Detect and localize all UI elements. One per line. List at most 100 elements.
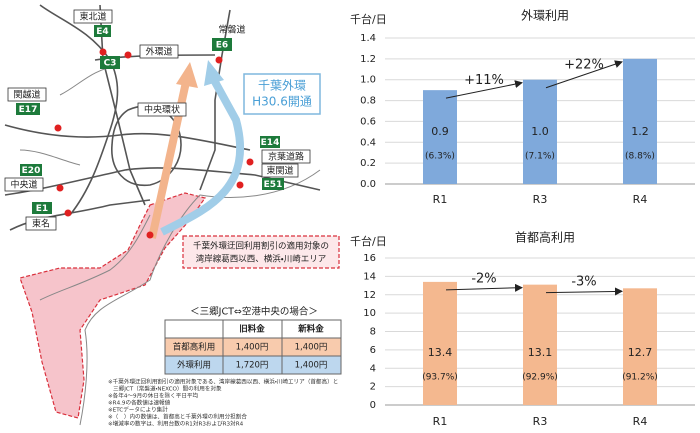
bar <box>523 79 557 184</box>
value-label: 13.4 <box>428 346 453 359</box>
callout-box <box>243 73 321 115</box>
y-tick-label: 0.0 <box>360 179 376 190</box>
bar <box>523 284 557 405</box>
y-tick-label: 0.2 <box>360 158 376 169</box>
y-tick-label: 1.2 <box>360 54 376 65</box>
road-name: 東名 <box>32 218 50 230</box>
junction <box>99 48 107 56</box>
bar <box>423 90 457 184</box>
road-name: 中央道 <box>10 179 37 191</box>
table-cell: 1,400円 <box>236 343 269 353</box>
change-label: +11% <box>464 73 504 88</box>
road-name: 常磐道 <box>218 24 245 36</box>
x-tick-label: R4 <box>633 415 648 428</box>
y-tick-label: 1.4 <box>360 33 376 44</box>
fare-table: ＜三郷JCT⇔空港中央の場合＞ 旧料金 新料金 首都高利用 1,400円 1,4… <box>164 306 342 375</box>
road-name: 外環道 <box>145 46 172 58</box>
value-label: 1.2 <box>631 125 649 138</box>
label-box <box>261 149 311 164</box>
chart-title: 首都高利用 <box>515 231 575 245</box>
bar <box>623 288 657 405</box>
route-number: E51 <box>264 180 283 190</box>
trend-arrow <box>545 60 623 89</box>
value-label: 13.1 <box>528 346 553 359</box>
junction <box>124 51 132 59</box>
note: ※増減率の数字は、利用台数のR1対R3およびR3対R4 <box>108 420 244 428</box>
route-number: E1 <box>36 204 48 214</box>
bar <box>423 281 457 405</box>
share-label: (91.2%) <box>622 373 658 383</box>
junction <box>64 209 72 217</box>
note: ※千葉外環迂回利用割引の適用対象である、湾岸線葛西以西、横浜・川崎エリア（首都高… <box>108 378 338 386</box>
junction <box>246 158 254 166</box>
route-number: E14 <box>261 138 280 148</box>
junction <box>215 56 223 64</box>
junction <box>236 181 244 189</box>
table-header: 旧料金 <box>239 324 265 335</box>
route-number: E17 <box>19 105 38 115</box>
share-label: (8.8%) <box>625 152 655 162</box>
arrow-head <box>204 60 224 86</box>
change-label: -2% <box>471 271 496 286</box>
arrow-head <box>176 62 198 88</box>
label-box <box>25 216 57 231</box>
label-box <box>137 102 187 117</box>
note: ※ETCデータにより集計 <box>108 406 168 414</box>
route-badge <box>260 136 280 148</box>
table-cell: 1,400円 <box>295 343 328 353</box>
road-name: 東北道 <box>79 11 106 23</box>
junction <box>56 184 64 192</box>
note: ※（ ）内の数値は、首都高と千葉外環の利用分担割合 <box>108 413 247 421</box>
table-title: ＜三郷JCT⇔空港中央の場合＞ <box>190 306 318 318</box>
junctions <box>54 48 254 239</box>
route-badge <box>20 164 42 176</box>
y-tick-label: 0 <box>370 400 376 411</box>
chart-title: 外環利用 <box>521 9 569 23</box>
trend-arrow <box>445 80 523 99</box>
x-tick-label: R3 <box>533 193 548 206</box>
share-label: (93.7%) <box>422 373 458 383</box>
route-badge <box>100 56 120 69</box>
value-label: 0.9 <box>431 125 449 138</box>
route-badge <box>212 38 232 51</box>
route-number: C3 <box>104 59 117 69</box>
y-tick-label: 8 <box>370 327 376 338</box>
map: 東北道 E4 常磐道 E6 外環道 C3 関越道 E17 中央環状 千葉外環 H… <box>4 4 340 426</box>
label-box <box>73 9 113 24</box>
road <box>4 124 251 151</box>
label-box <box>261 163 299 178</box>
y-tick-label: 16 <box>363 253 376 264</box>
road <box>9 199 151 231</box>
value-label: 1.0 <box>531 125 549 138</box>
road-name: 関越道 <box>13 89 40 101</box>
area-callout-text: 千葉外環迂回利用割引の適用対象の <box>193 241 329 252</box>
callout-text: H30.6開通 <box>252 95 312 109</box>
y-tick-label: 6 <box>370 345 376 356</box>
x-tick-label: R1 <box>433 415 448 428</box>
trend-arrow <box>445 283 523 292</box>
share-label: (92.9%) <box>522 373 558 383</box>
table-cell: 首都高利用 <box>173 342 216 353</box>
label-box <box>139 44 179 59</box>
y-tick-label: 10 <box>363 308 376 319</box>
coastline <box>79 169 321 426</box>
y-axis-label: 千台/日 <box>350 234 387 248</box>
y-tick-label: 1.0 <box>360 75 376 86</box>
road-name: 京葉道路 <box>268 151 304 163</box>
table-row <box>164 355 342 375</box>
note: 三郷JCT（常磐道・NEXCO）間の利用を対象 <box>113 385 222 393</box>
road <box>39 4 119 216</box>
trend-arrow <box>545 287 623 296</box>
x-tick-label: R4 <box>633 193 648 206</box>
route-arrow <box>160 78 245 236</box>
junction <box>54 124 62 132</box>
y-tick-label: 0.4 <box>360 137 376 148</box>
share-label: (6.3%) <box>425 152 455 162</box>
y-tick-label: 14 <box>363 271 376 282</box>
x-tick-label: R1 <box>433 193 448 206</box>
junction <box>146 231 154 239</box>
route-number: E4 <box>96 27 108 37</box>
route-badge <box>32 202 52 214</box>
route-number: E6 <box>216 41 228 51</box>
